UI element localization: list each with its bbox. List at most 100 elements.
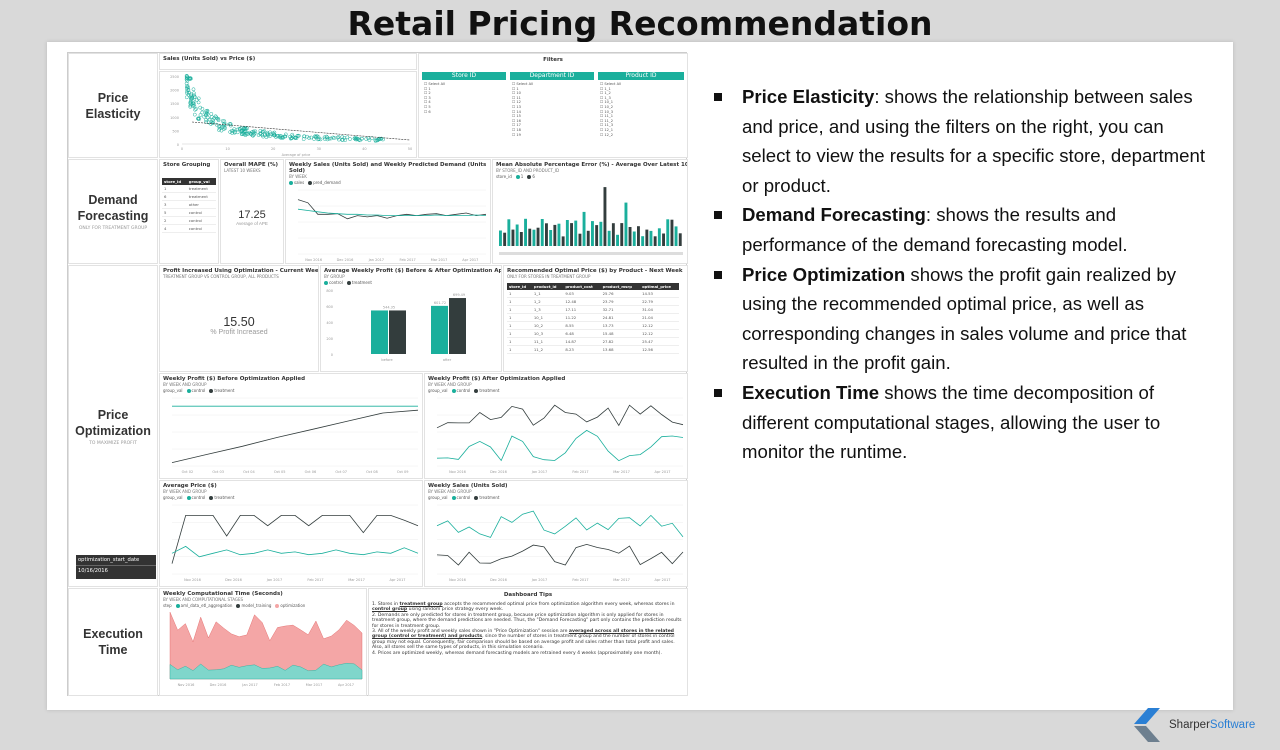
start-date-label: optimization_start_date [76, 555, 156, 566]
filter-option[interactable]: ☐ 1_2 [600, 91, 611, 96]
scatter-point [194, 107, 198, 111]
table-row: 2 control [162, 216, 216, 225]
x-tick-label: after [443, 358, 452, 362]
weekly-sales-pred-panel: Weekly Sales (Units Sold) and Weekly Pre… [285, 159, 491, 264]
table-cell: 3 [162, 200, 187, 209]
filter-option[interactable]: ☐ 19 [512, 132, 521, 137]
filter-option[interactable]: ☐ 1_1 [600, 86, 611, 91]
x-tick-label: 0 [181, 147, 183, 151]
filter-store-header[interactable]: Store ID [422, 72, 506, 80]
bar [528, 228, 532, 246]
table-header[interactable]: optimal_price [640, 283, 679, 290]
scatter-point [232, 127, 237, 131]
filter-option[interactable]: ☐ 3 [424, 95, 431, 100]
filter-option[interactable]: ☐ 10_3 [600, 109, 614, 114]
scatter-point [204, 111, 209, 115]
weekly-sales-sub: BY WEEK AND GROUP [428, 489, 472, 494]
mape-bars-title: Mean Absolute Percentage Error (%) - Ave… [496, 162, 688, 168]
y-tick-label: 2000 [170, 89, 179, 93]
scatter-point [218, 124, 223, 129]
x-tick-label: Apr 2017 [654, 578, 670, 582]
table-header[interactable]: product_msrp [600, 283, 641, 290]
scatter-point [205, 112, 210, 117]
filter-product-header[interactable]: Product ID [598, 72, 684, 80]
filter-option[interactable]: ☐ 1 [424, 86, 431, 91]
table-header[interactable]: store_id [162, 178, 187, 185]
profit-increase-value: 15.50 [223, 315, 255, 329]
filter-option[interactable]: ☐ 6 [424, 109, 431, 114]
table-cell: 21.04 [640, 313, 679, 322]
profit-before-title: Weekly Profit ($) Before Optimization Ap… [163, 376, 306, 382]
filter-option[interactable]: ☐ 16 [512, 118, 521, 123]
filter-option[interactable]: ☐ 10_2 [600, 104, 614, 109]
table-header[interactable]: store_id [507, 283, 532, 290]
weekly-sales-pred-sub: BY WEEK [289, 174, 307, 179]
table-header[interactable]: product_id [531, 283, 564, 290]
scatter-point [283, 134, 288, 139]
table-header[interactable]: product_cost [563, 283, 601, 290]
filter-option[interactable]: ☐ 2 [424, 91, 431, 96]
table-cell: 11_2 [531, 345, 564, 354]
filter-option[interactable]: ☐ 12_1 [600, 127, 614, 132]
scatter-point [327, 136, 332, 141]
table-cell: 6 [162, 192, 187, 201]
filter-department-header[interactable]: Department ID [510, 72, 594, 80]
filter-option[interactable]: ☐ 12_2 [600, 132, 614, 137]
table-header[interactable]: group_val [186, 178, 216, 185]
filter-option[interactable]: ☐ 11 [512, 95, 521, 100]
bar [624, 202, 628, 246]
filter-option[interactable]: ☐ 18 [512, 127, 521, 132]
scatter-point [200, 107, 205, 111]
filter-option[interactable]: ☐ 5 [424, 104, 431, 109]
scatter-point [184, 74, 189, 78]
filter-option[interactable]: ☐ 10 [512, 91, 521, 96]
filter-option[interactable]: ☐ 15 [512, 114, 521, 119]
start-date-slicer[interactable]: optimization_start_date 10/16/2016 [76, 555, 156, 579]
mape-bars-sub: BY STORE_ID AND PRODUCT_ID [496, 168, 560, 173]
bar [666, 219, 670, 246]
filter-option[interactable]: ☐ Select All [512, 82, 534, 86]
filter-option[interactable]: ☐ 10_1 [600, 100, 614, 105]
filter-option[interactable]: ☐ Select All [424, 82, 446, 86]
table-row: 1 11_1 14.87 27.82 25.47 [507, 337, 679, 346]
start-date-value[interactable]: 10/16/2016 [78, 568, 108, 574]
table-cell: 1 [507, 313, 532, 322]
scatter-point [268, 134, 272, 139]
filter-option[interactable]: ☐ 11_2 [600, 118, 614, 123]
table-cell: control [186, 208, 216, 217]
scatter-point [204, 120, 208, 124]
table-cell: 1_3 [531, 305, 564, 314]
filter-option[interactable]: ☐ 1 [512, 86, 519, 91]
comp-time-legend: step aml_data_etl_aggregation model_trai… [163, 603, 306, 608]
filter-option[interactable]: ☐ 14 [512, 109, 521, 114]
scatter-point [185, 79, 190, 83]
filter-option[interactable]: ☐ 12 [512, 100, 521, 105]
filter-option[interactable]: ☐ 11_3 [600, 123, 614, 128]
filter-option[interactable]: ☐ 4 [424, 100, 431, 105]
profit-before-panel: Weekly Profit ($) Before Optimization Ap… [159, 373, 423, 479]
scatter-point [278, 135, 282, 140]
filter-option[interactable]: ☐ 13 [512, 104, 521, 109]
scatter-point [188, 104, 193, 109]
dashboard: Price Elasticity Sales (Units Sold) vs P… [67, 52, 688, 696]
scatter-point [370, 136, 374, 140]
scatter-point [193, 107, 197, 112]
scatter-point [364, 137, 369, 141]
profit-after-chart: Nov 2016 Dec 2016 Jan 2017 Feb 2017 Mar 2017… [436, 397, 684, 474]
table-cell: 14.87 [563, 337, 601, 346]
bar [515, 224, 519, 246]
filter-option[interactable]: ☐ 17 [512, 123, 521, 128]
filter-option[interactable]: ☐ 1_3 [600, 95, 611, 100]
rec-price-panel: Recommended Optimal Price ($) by Product… [503, 265, 688, 372]
x-tick-label: Jan 2017 [266, 578, 282, 582]
bar [503, 232, 507, 246]
table-cell: 25.76 [600, 290, 641, 298]
filter-option[interactable]: ☐ 11_1 [600, 114, 614, 119]
scatter-point [211, 119, 216, 124]
store-grouping-title: Store Grouping [163, 162, 211, 168]
scatter-point [244, 126, 248, 131]
series-line [436, 404, 684, 429]
table-cell: 12.48 [563, 297, 601, 306]
scatter-point [184, 95, 189, 100]
filter-option[interactable]: ☐ Select All [600, 82, 622, 86]
